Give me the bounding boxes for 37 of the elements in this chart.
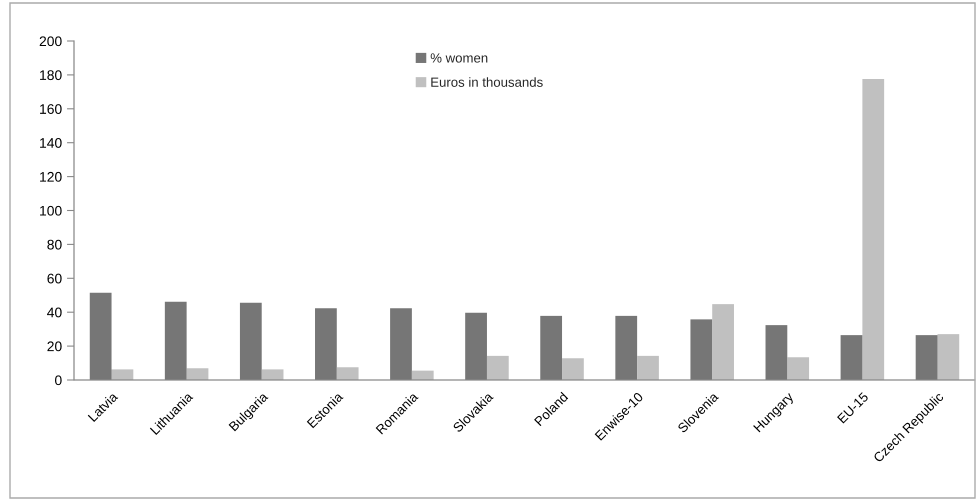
bar [390,308,412,380]
bar [240,302,262,380]
bar [916,335,938,380]
bar [112,369,134,380]
y-tick-label: 140 [40,138,62,148]
bar [712,304,734,380]
bar [164,302,187,380]
y-tick-label: 80 [47,240,62,250]
bar [690,319,712,380]
bar [562,358,584,380]
y-tick-label: 0 [55,375,62,386]
y-tick-label: 40 [47,308,62,318]
y-tick-label: 20 [47,341,62,352]
bar [937,334,960,380]
bar [840,335,862,380]
y-tick-label: 200 [40,36,62,46]
y-tick-label: 60 [47,274,62,284]
bar [90,292,112,380]
bar [486,356,509,380]
bar [540,316,562,380]
bar [862,78,884,380]
bar [262,369,284,380]
bar [465,312,487,380]
bar [186,368,208,380]
y-tick-label: 100 [40,206,62,216]
bar [412,370,434,380]
legend-label: % women [430,53,488,63]
legend-label: Euros in thousands [431,77,543,87]
bar [787,357,810,380]
bar [615,316,638,380]
y-tick-label: 160 [40,104,62,114]
bar [766,325,788,380]
bar [315,308,337,380]
bar [637,356,659,380]
y-tick-label: 180 [40,70,62,80]
bar [336,367,359,380]
y-tick-label: 120 [40,172,62,182]
